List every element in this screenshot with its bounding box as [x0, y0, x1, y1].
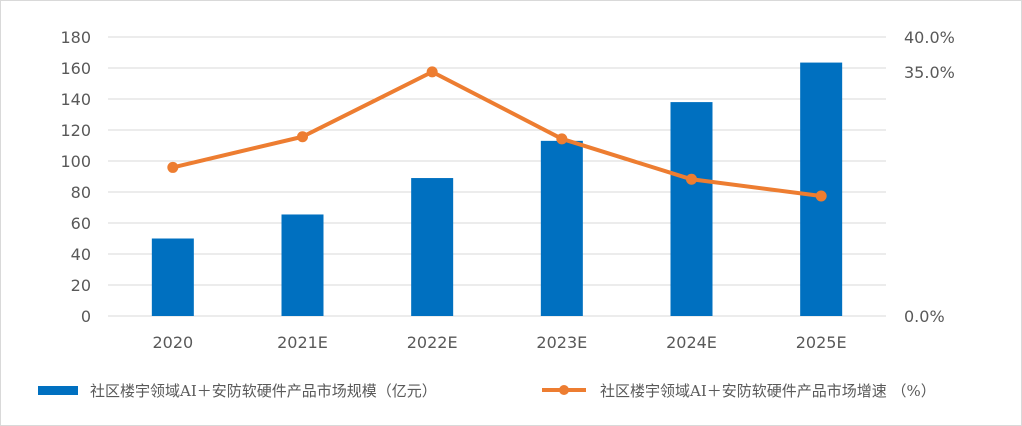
y2-tick-label: 35.0%	[904, 63, 955, 82]
x-tick-label: 2024E	[666, 333, 717, 352]
legend-bar-label: 社区楼宇领域AI＋安防软硬件产品市场规模（亿元）	[90, 382, 437, 400]
y-tick-label: 100	[60, 152, 91, 171]
bar	[540, 140, 583, 316]
x-tick-label: 2020	[152, 333, 193, 352]
legend: 社区楼宇领域AI＋安防软硬件产品市场规模（亿元） 社区楼宇领域AI＋安防软硬件产…	[38, 382, 936, 400]
x-tick-label: 2025E	[796, 333, 847, 352]
legend-line-label: 社区楼宇领域AI＋安防软硬件产品市场增速 （%）	[600, 382, 936, 400]
line-series	[167, 66, 827, 202]
y-tick-label: 160	[60, 59, 91, 78]
y-tick-label: 40	[71, 245, 91, 264]
gridlines	[108, 36, 886, 317]
bar	[670, 102, 713, 316]
line-point	[686, 173, 697, 185]
bar-series	[151, 62, 843, 317]
y-tick-label: 120	[60, 121, 91, 140]
x-tick-label: 2023E	[536, 333, 587, 352]
legend-bar-swatch	[38, 386, 78, 395]
bar	[411, 178, 454, 316]
bar	[800, 62, 843, 317]
left-axis-ticks: 0 20 40 60 80 100 120 140 160 180	[60, 28, 91, 326]
x-tick-label: 2022E	[407, 333, 458, 352]
y2-tick-label: 40.0%	[904, 28, 955, 47]
y2-tick-label: 0.0%	[904, 307, 945, 326]
y-tick-label: 20	[71, 276, 91, 295]
y-tick-label: 140	[60, 90, 91, 109]
legend-line-marker	[559, 385, 569, 395]
x-tick-label: 2021E	[277, 333, 328, 352]
line-point	[426, 66, 438, 78]
bar	[151, 238, 194, 316]
line-point	[297, 131, 308, 143]
right-axis-ticks: 0.0% 35.0% 40.0%	[904, 28, 955, 326]
x-axis-ticks: 2020 2021E 2022E 2023E 2024E 2025E	[152, 333, 846, 352]
y-tick-label: 80	[71, 183, 91, 202]
y-tick-label: 180	[60, 28, 91, 47]
bar	[281, 214, 324, 316]
line-point	[167, 161, 179, 173]
line-point	[556, 133, 568, 145]
line-point	[815, 190, 827, 202]
y-tick-label: 0	[81, 307, 91, 326]
growth-line	[170, 69, 824, 199]
y-tick-label: 60	[71, 214, 91, 233]
